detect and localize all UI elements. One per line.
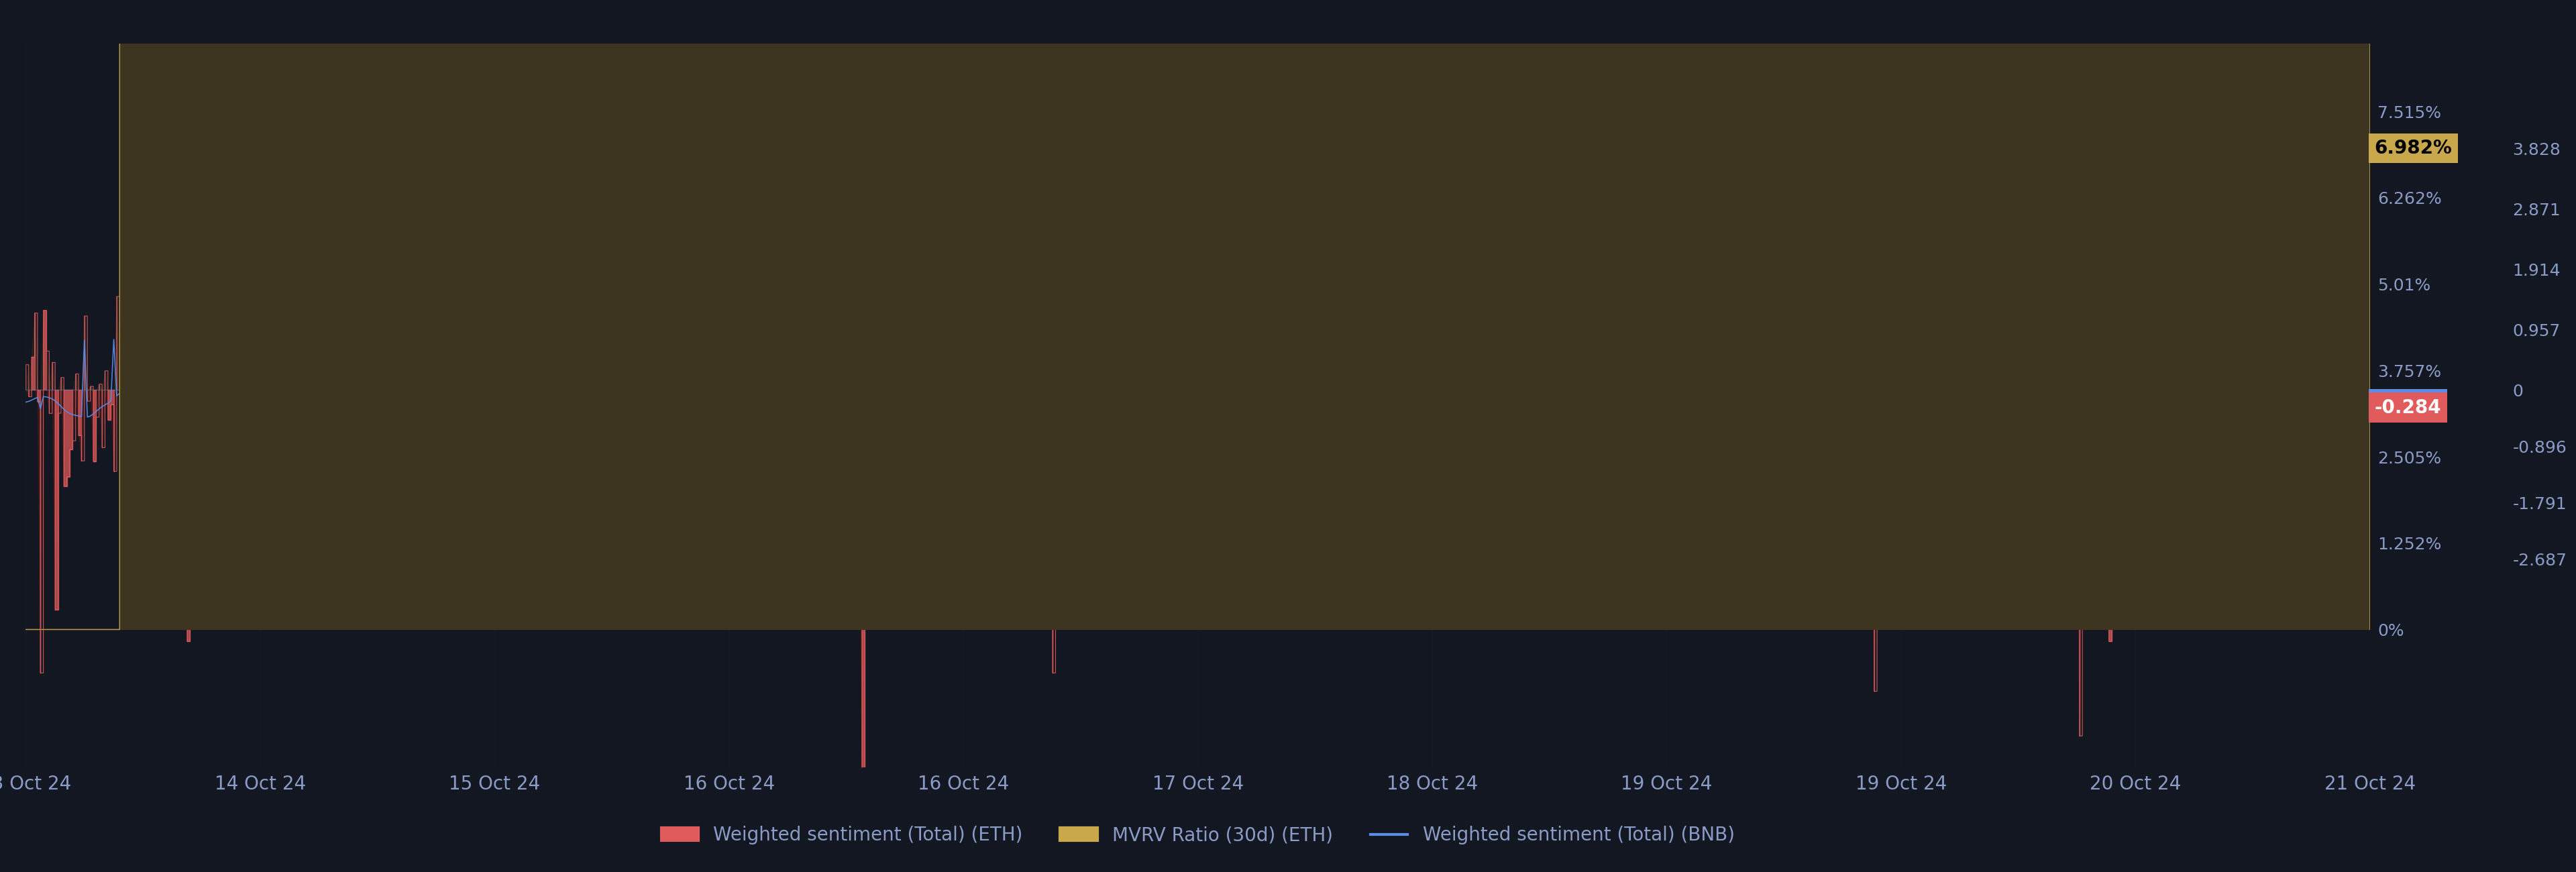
- Text: 6.982%: 6.982%: [2375, 139, 2452, 158]
- Text: -0.226: -0.226: [2375, 394, 2442, 413]
- Text: santiment: santiment: [984, 370, 1412, 441]
- Legend: Weighted sentiment (Total) (ETH), MVRV Ratio (30d) (ETH), Weighted sentiment (To: Weighted sentiment (Total) (ETH), MVRV R…: [654, 819, 1741, 852]
- Text: -0.284: -0.284: [2375, 399, 2442, 417]
